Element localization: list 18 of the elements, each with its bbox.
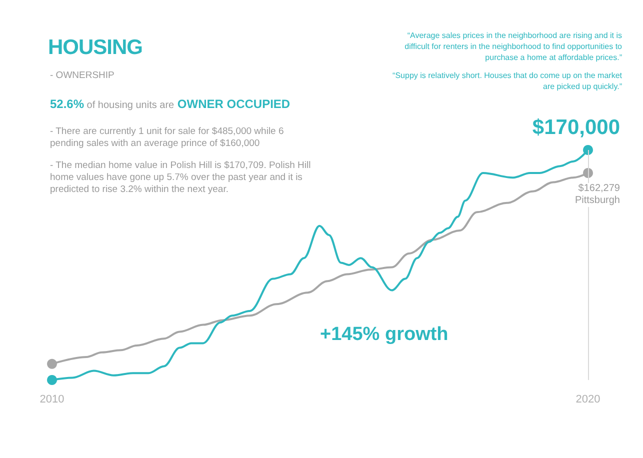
point bbox=[583, 145, 593, 155]
text: OWNER OCCUPIED bbox=[176, 97, 290, 111]
series-label: Pittsburgh bbox=[562, 195, 620, 207]
annotation: +145% growth bbox=[320, 324, 448, 345]
text: - There are currently 1 unit for sale for $485,000 while 6 pending sales with an average prince of $160,000 bbox=[50, 126, 284, 149]
x-tick-label: 2010 bbox=[40, 394, 64, 406]
annotation: $162,279 bbox=[562, 183, 620, 195]
x-tick-label: 2020 bbox=[576, 394, 600, 406]
text: “Average sales prices in the neighborhood are rising and it is difficult for renters in the neighborhood to find opportunities to purchase a home at affordable prices.” bbox=[404, 31, 622, 62]
point bbox=[47, 358, 57, 369]
annotation: - The median home value in Polish Hill is $170,709. Polish Hill home values have gone up 5.7% over the past year and it is predicted to rise 3.2% within the next year. bbox=[50, 160, 311, 195]
text: “Suppy is relatively short. Houses that do come up on the market are picked up quickly.” bbox=[392, 71, 622, 91]
text: 52.6% bbox=[50, 97, 84, 111]
text: of housing units are bbox=[86, 100, 174, 111]
text: - OWNERSHIP bbox=[50, 70, 114, 81]
chart-title: HOUSING bbox=[48, 36, 143, 60]
annotation: $170,000 bbox=[532, 116, 620, 140]
point bbox=[47, 375, 57, 385]
